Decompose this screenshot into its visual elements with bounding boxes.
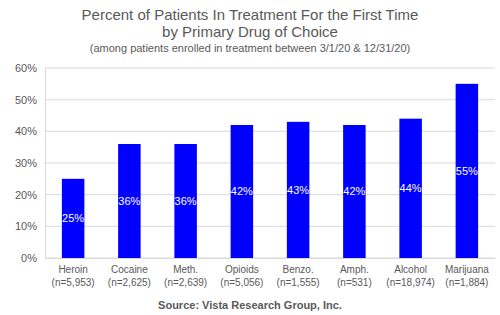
title-line: Percent of Patients In Treatment For the… — [82, 6, 419, 23]
y-tick-label: 10% — [15, 220, 37, 232]
x-tick-label-line: Opioids — [225, 264, 259, 275]
x-tick-label: Amph. (n=531) — [337, 264, 372, 288]
y-tick: 20% — [15, 189, 45, 201]
data-label: 44% — [400, 182, 422, 194]
x-tick-label-line: (n=1,884) — [445, 277, 488, 288]
bar — [456, 84, 479, 258]
bar — [343, 125, 366, 258]
x-tick-label: Heroin (n=5,953) — [52, 264, 95, 288]
bar — [174, 144, 197, 258]
x-tick: Marijuana (n=1,884) — [445, 258, 489, 288]
x-tick-label: Marijuana (n=1,884) — [445, 264, 489, 288]
data-labels: 25% 36% 36% 42% 43% 42% 44% 55% — [62, 165, 478, 225]
x-tick-label-line: (n=5,056) — [220, 277, 263, 288]
y-tick-label: 20% — [15, 189, 37, 201]
x-tick-label-line: (n=2,625) — [108, 277, 151, 288]
x-tick: Cocaine (n=2,625) — [108, 258, 151, 288]
x-tick: Alcohol (n=18,974) — [386, 258, 435, 288]
grid-line — [45, 194, 495, 195]
data-label: 42% — [343, 185, 365, 197]
x-axis-line — [46, 258, 496, 259]
bar — [287, 122, 310, 258]
x-tick: Opioids (n=5,056) — [220, 258, 263, 288]
y-tick-label: 0% — [21, 252, 37, 264]
y-tick: 30% — [15, 157, 45, 169]
grid-line — [45, 68, 495, 69]
y-tick: 0% — [21, 252, 45, 264]
title: Percent of Patients In Treatment For the… — [82, 6, 419, 40]
x-tick-label-line: (n=2,639) — [164, 277, 207, 288]
data-label: 25% — [62, 212, 84, 224]
grid-line — [45, 163, 495, 164]
data-label: 43% — [287, 184, 309, 196]
bar — [231, 125, 254, 258]
grid-line — [45, 99, 495, 100]
x-tick: Heroin (n=5,953) — [52, 258, 95, 288]
x-tick-label-line: Alcohol — [394, 264, 427, 275]
bar — [399, 119, 422, 258]
grid — [45, 68, 495, 258]
data-label: 42% — [231, 185, 253, 197]
y-tick-label: 30% — [15, 157, 37, 169]
plot-area: 0% 10% 20% 30% 40% 50% 60% Heroin (n=5,953) Cocai… — [15, 62, 496, 288]
x-tick-label: Meth. (n=2,639) — [164, 264, 207, 288]
x-axis: Heroin (n=5,953) Cocaine (n=2,625) Meth. (n=2… — [46, 258, 496, 288]
y-tick: 50% — [15, 94, 45, 106]
title-line: by Primary Drug of Choice — [162, 23, 338, 40]
x-tick-label: Alcohol (n=18,974) — [386, 264, 435, 288]
x-tick-label: Opioids (n=5,056) — [220, 264, 263, 288]
y-axis-line — [45, 69, 46, 259]
x-tick: Meth. (n=2,639) — [164, 258, 207, 288]
y-tick: 10% — [15, 220, 45, 232]
x-tick-label: Benzo. (n=1,555) — [277, 264, 320, 288]
x-tick-label-line: Amph. — [340, 264, 369, 275]
x-tick: Amph. (n=531) — [337, 258, 372, 288]
bar — [62, 179, 85, 258]
bars — [62, 84, 478, 258]
grid-line — [45, 226, 495, 227]
x-tick-label-line: (n=18,974) — [386, 277, 435, 288]
y-tick-label: 60% — [15, 62, 37, 74]
data-label: 55% — [456, 165, 478, 177]
y-axis: 0% 10% 20% 30% 40% 50% 60% — [15, 62, 46, 264]
data-label: 36% — [118, 195, 140, 207]
x-tick-label-line: Marijuana — [445, 264, 489, 275]
bar — [118, 144, 141, 258]
x-tick-label-line: (n=5,953) — [52, 277, 95, 288]
x-tick-label-line: Cocaine — [111, 264, 148, 275]
x-tick-label-line: (n=1,555) — [277, 277, 320, 288]
x-tick-label: Cocaine (n=2,625) — [108, 264, 151, 288]
grid-line — [45, 258, 495, 259]
y-tick-label: 50% — [15, 94, 37, 106]
y-tick: 60% — [15, 62, 45, 74]
grid-line — [45, 131, 495, 132]
y-tick: 40% — [15, 125, 45, 137]
subtitle: (among patients enrolled in treatment be… — [90, 42, 410, 54]
x-tick-label-line: Benzo. — [283, 264, 314, 275]
x-tick-label-line: (n=531) — [337, 277, 372, 288]
data-label: 36% — [175, 195, 197, 207]
x-tick-label-line: Meth. — [173, 264, 198, 275]
annotation: Source: Vista Research Group, Inc. — [158, 299, 342, 311]
x-tick-label-line: Heroin — [58, 264, 87, 275]
y-tick-label: 40% — [15, 125, 37, 137]
chart: Percent of Patients In Treatment For the… — [0, 0, 500, 315]
x-tick: Benzo. (n=1,555) — [277, 258, 320, 288]
